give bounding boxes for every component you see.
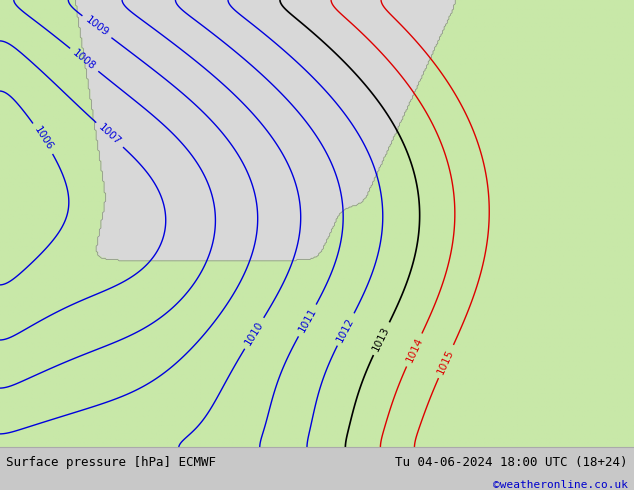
- Text: 1009: 1009: [84, 15, 110, 39]
- Text: 1008: 1008: [71, 48, 98, 72]
- Text: Surface pressure [hPa] ECMWF: Surface pressure [hPa] ECMWF: [6, 456, 216, 469]
- Text: ©weatheronline.co.uk: ©weatheronline.co.uk: [493, 480, 628, 490]
- Text: 1015: 1015: [436, 347, 456, 375]
- Text: 1010: 1010: [243, 319, 265, 347]
- Text: 1013: 1013: [371, 324, 392, 353]
- Text: 1012: 1012: [335, 316, 356, 343]
- Text: 1014: 1014: [404, 336, 424, 364]
- Text: Tu 04-06-2024 18:00 UTC (18+24): Tu 04-06-2024 18:00 UTC (18+24): [395, 456, 628, 469]
- Text: 1007: 1007: [96, 122, 123, 147]
- Text: 1011: 1011: [297, 307, 318, 334]
- Text: 1006: 1006: [32, 124, 55, 152]
